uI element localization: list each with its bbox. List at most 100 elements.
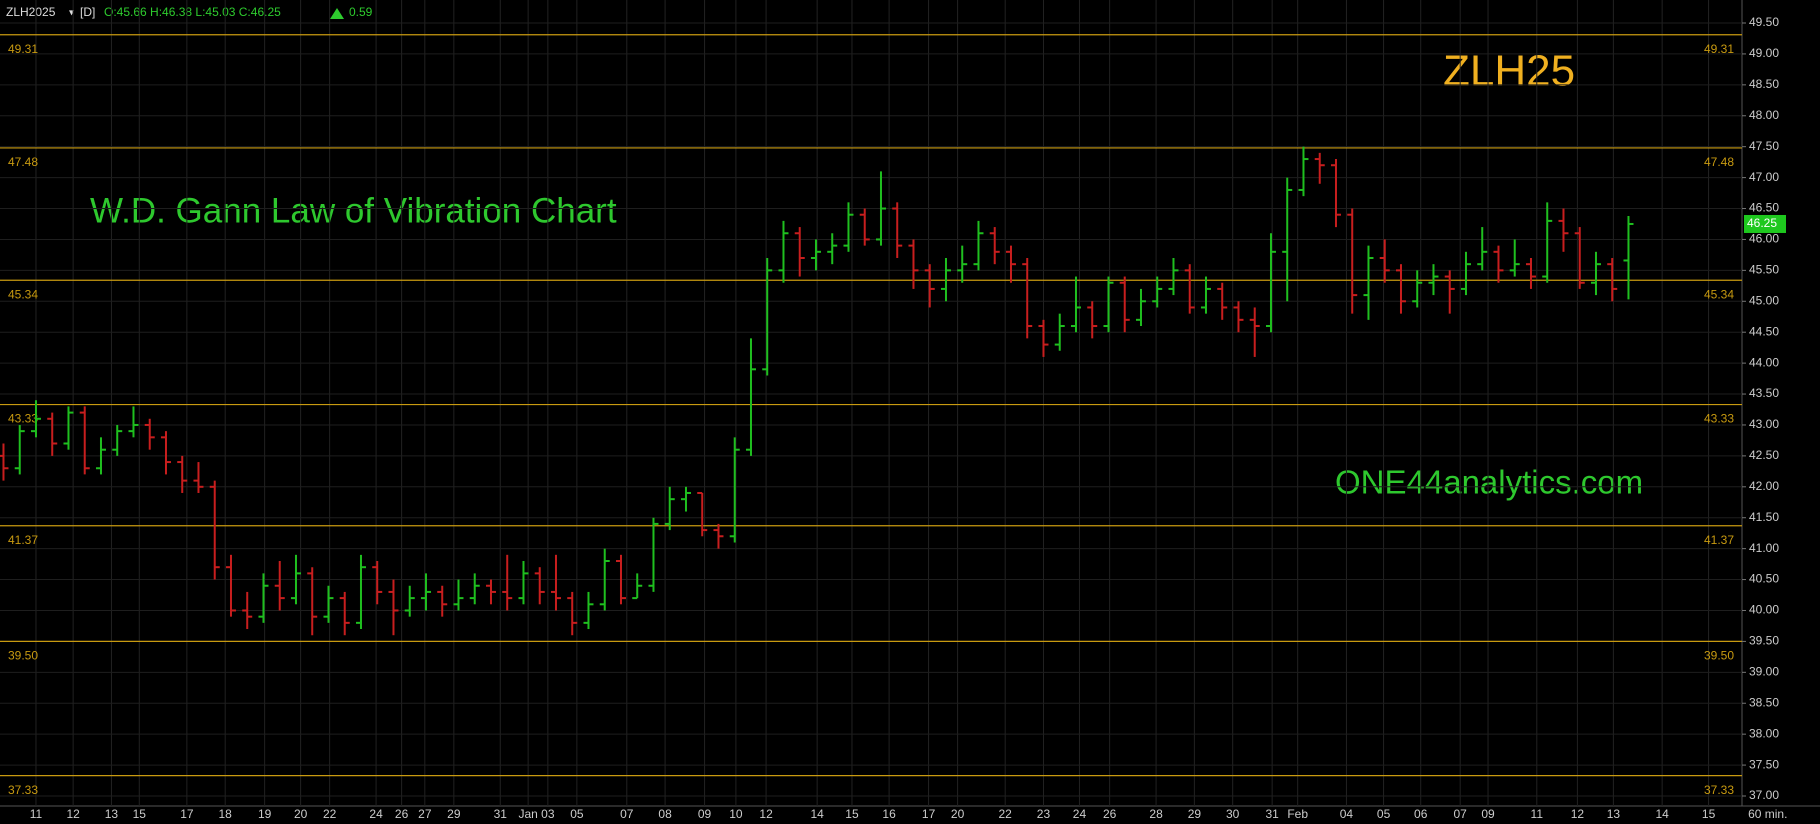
gann-level-label: 49.31 (8, 42, 38, 56)
y-tick-label: 43.00 (1749, 417, 1779, 431)
x-tick-label: 26 (1103, 807, 1117, 821)
ohlc-readout: O:45.66 H:46.38 L:45.03 C:46.25 (104, 5, 281, 19)
x-tick-label: Jan (518, 807, 537, 821)
x-tick-label: 05 (1377, 807, 1391, 821)
x-tick-label: 06 (1414, 807, 1428, 821)
x-tick-label: 16 (882, 807, 896, 821)
grid (0, 0, 1742, 806)
gann-level-label: 45.34 (1704, 287, 1734, 301)
x-tick-label: 22 (323, 807, 337, 821)
gann-level-label: 37.33 (8, 783, 38, 797)
x-tick-label: 07 (620, 807, 634, 821)
symbol[interactable]: ZLH2025 (6, 5, 56, 19)
x-tick-label: 23 (1037, 807, 1051, 821)
x-tick-label: 18 (218, 807, 232, 821)
y-tick-label: 40.50 (1749, 572, 1779, 586)
last-price-box (1744, 214, 1786, 233)
x-tick-label: 12 (66, 807, 80, 821)
y-tick-label: 49.00 (1749, 46, 1779, 60)
x-tick-label: 24 (1073, 807, 1087, 821)
y-tick-label: 38.50 (1749, 695, 1779, 709)
y-tick-label: 48.50 (1749, 77, 1779, 91)
y-tick-label: 44.50 (1749, 324, 1779, 338)
title-annotation: W.D. Gann Law of Vibration Chart (90, 191, 617, 230)
x-tick-label: 11 (1531, 807, 1544, 821)
x-tick-label: 15 (133, 807, 147, 821)
y-tick-label: 39.00 (1749, 664, 1779, 678)
x-tick-label: 15 (1702, 807, 1716, 821)
x-tick-label: 27 (418, 807, 432, 821)
y-tick-label: 47.00 (1749, 170, 1779, 184)
x-tick-label: 14 (810, 807, 824, 821)
x-tick-label: 31 (1265, 807, 1279, 821)
gann-level-label: 43.33 (8, 412, 38, 426)
x-tick-label: 20 (951, 807, 965, 821)
x-tick-label: 24 (369, 807, 383, 821)
gann-level-label: 49.31 (1704, 42, 1734, 56)
x-tick-label: 09 (1481, 807, 1495, 821)
y-tick-label: 46.50 (1749, 201, 1779, 215)
y-tick-label: 38.00 (1749, 726, 1779, 740)
y-tick-label: 37.00 (1749, 788, 1779, 802)
x-tick-label: 11 (30, 807, 43, 821)
x-tick-label: 03 (541, 807, 555, 821)
x-tick-label: 04 (1340, 807, 1354, 821)
interval[interactable]: [D] (80, 5, 95, 19)
x-tick-label: 05 (570, 807, 584, 821)
price-bars (0, 146, 1634, 636)
y-tick-label: 39.50 (1749, 634, 1779, 648)
last-price-label: 46.25 (1747, 216, 1777, 230)
x-tick-label: 29 (1188, 807, 1202, 821)
y-tick-label: 46.00 (1749, 232, 1779, 246)
y-tick-label: 42.00 (1749, 479, 1779, 493)
gann-level-label: 45.34 (8, 287, 38, 301)
gann-level-label: 47.48 (8, 155, 38, 169)
x-tick-label: 09 (698, 807, 712, 821)
x-tick-label: 15 (845, 807, 859, 821)
gann-level-label: 39.50 (8, 649, 38, 663)
gann-level-label: 43.33 (1704, 412, 1734, 426)
y-tick-label: 49.50 (1749, 15, 1779, 29)
x-tick-label: 10 (729, 807, 743, 821)
x-tick-label: 12 (1571, 807, 1585, 821)
x-tick-label: 60 min. (1748, 807, 1787, 821)
x-tick-label: 13 (105, 807, 119, 821)
x-tick-label: 12 (759, 807, 773, 821)
y-tick-label: 41.50 (1749, 510, 1779, 524)
y-tick-label: 40.00 (1749, 603, 1779, 617)
site-annotation: ONE44analytics.com (1335, 464, 1643, 501)
y-tick-label: 43.50 (1749, 386, 1779, 400)
x-tick-label: 14 (1655, 807, 1669, 821)
x-tick-label: 26 (395, 807, 409, 821)
x-tick-label: 19 (258, 807, 272, 821)
x-tick-label: 29 (447, 807, 461, 821)
gann-level-label: 41.37 (1704, 533, 1734, 547)
symbol-annotation: ZLH25 (1443, 47, 1575, 96)
x-tick-label: Feb (1287, 807, 1308, 821)
gann-level-label: 47.48 (1704, 155, 1734, 169)
change-up-icon (330, 8, 344, 19)
y-tick-label: 42.50 (1749, 448, 1779, 462)
y-tick-label: 37.50 (1749, 757, 1779, 771)
symbol-dropdown[interactable]: ▾ (69, 8, 74, 19)
x-tick-label: 17 (922, 807, 936, 821)
x-tick-label: 31 (494, 807, 508, 821)
y-tick-label: 41.00 (1749, 541, 1779, 555)
x-tick-label: 28 (1149, 807, 1163, 821)
gann-level-label: 39.50 (1704, 649, 1734, 663)
x-tick-label: 30 (1226, 807, 1240, 821)
y-tick-label: 45.50 (1749, 263, 1779, 277)
y-tick-label: 45.00 (1749, 293, 1779, 307)
x-tick-label: 08 (658, 807, 672, 821)
x-tick-label: 17 (180, 807, 194, 821)
gann-level-label: 41.37 (8, 533, 38, 547)
gann-level-label: 37.33 (1704, 783, 1734, 797)
y-tick-label: 47.50 (1749, 139, 1779, 153)
x-tick-label: 07 (1453, 807, 1467, 821)
change: 0.59 (349, 5, 373, 19)
x-tick-label: 13 (1607, 807, 1621, 821)
x-tick-label: 20 (294, 807, 308, 821)
